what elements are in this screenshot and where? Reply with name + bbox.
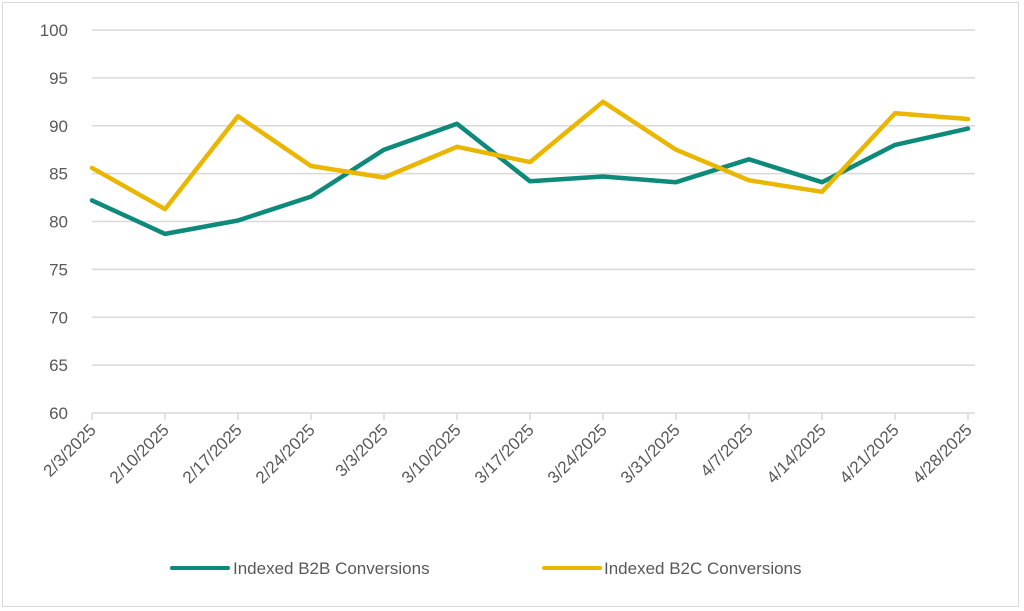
y-tick-label: 70 — [49, 308, 68, 327]
y-tick-label: 80 — [49, 213, 68, 232]
y-tick-label: 100 — [40, 21, 68, 40]
legend-label-b2b: Indexed B2B Conversions — [233, 559, 430, 578]
x-tick-label: 3/31/2025 — [617, 420, 684, 487]
x-tick-label: 3/3/2025 — [332, 420, 392, 480]
x-tick-label: 2/3/2025 — [40, 420, 100, 480]
x-tick-label: 2/24/2025 — [252, 420, 319, 487]
y-tick-label: 85 — [49, 165, 68, 184]
x-axis-tick-labels: 2/3/2025 2/10/2025 2/17/2025 2/24/2025 3/3/2… — [40, 420, 976, 487]
x-tick-label: 4/7/2025 — [697, 420, 757, 480]
x-tick-label: 4/28/2025 — [909, 420, 976, 487]
gridlines — [92, 29, 975, 366]
x-tick-label: 2/17/2025 — [179, 420, 246, 487]
x-tick-label: 2/10/2025 — [106, 420, 173, 487]
x-axis — [91, 412, 975, 420]
y-tick-label: 90 — [49, 117, 68, 136]
x-tick-label: 4/21/2025 — [836, 420, 903, 487]
x-tick-label: 3/10/2025 — [398, 420, 465, 487]
y-axis-tick-labels: 60 65 70 75 80 85 90 95 100 — [40, 21, 68, 423]
y-tick-label: 75 — [49, 260, 68, 279]
x-tick-label: 3/17/2025 — [471, 420, 538, 487]
x-tick-label: 4/14/2025 — [763, 420, 830, 487]
y-tick-label: 60 — [49, 404, 68, 423]
series-line-b2c — [89, 99, 971, 212]
legend-label-b2c: Indexed B2C Conversions — [604, 559, 802, 578]
legend: Indexed B2B Conversions Indexed B2C Conv… — [170, 559, 802, 578]
series-lines — [89, 99, 971, 237]
y-tick-label: 65 — [49, 356, 68, 375]
y-tick-label: 95 — [49, 69, 68, 88]
x-tick-label: 3/24/2025 — [544, 420, 611, 487]
